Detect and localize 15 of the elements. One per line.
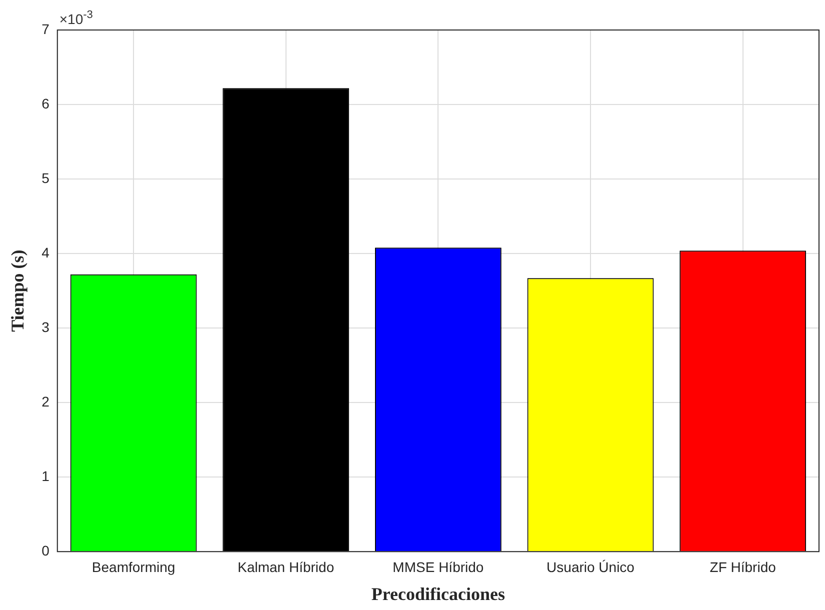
x-tick-label: ZF Híbrido: [710, 558, 776, 575]
y-tick-label: 4: [42, 244, 50, 260]
y-tick-label: 6: [42, 95, 50, 112]
x-axis-title: Precodificaciones: [371, 584, 506, 604]
y-tick-label: 1: [42, 468, 50, 484]
y-tick-label: 2: [42, 393, 50, 410]
y-tick-label: 3: [42, 318, 50, 335]
x-tick-label: Beamforming: [92, 558, 176, 575]
y-axis-title: Tiempo (s): [7, 250, 28, 332]
y-tick-label: 5: [42, 170, 50, 186]
x-tick-label: Kalman Híbrido: [238, 558, 334, 575]
x-tick-label: MMSE Híbrido: [392, 558, 484, 575]
x-tick-label: Usuario Único: [546, 558, 635, 575]
y-tick-label: 0: [42, 542, 50, 558]
y-tick-label: 7: [42, 20, 50, 37]
